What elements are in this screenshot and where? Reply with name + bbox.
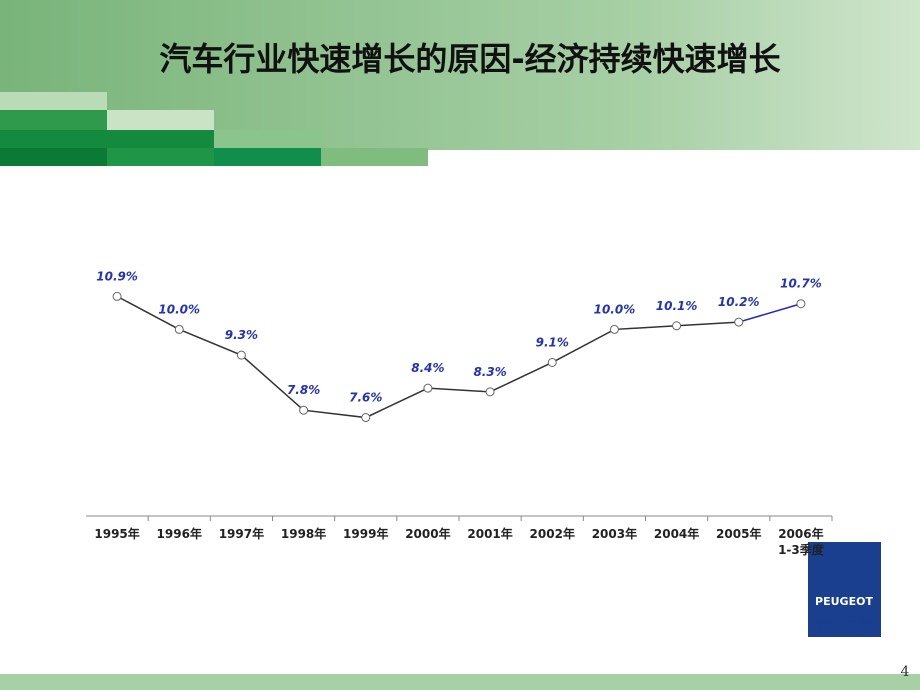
- value-label: 10.0%: [158, 302, 200, 316]
- point: [547, 357, 557, 367]
- page-number: 4: [901, 664, 910, 680]
- line: [738, 303, 802, 323]
- x-tick-label: 2004年: [653, 527, 700, 541]
- block: [0, 110, 107, 130]
- line: [116, 295, 739, 419]
- value-label: 7.8%: [287, 383, 320, 397]
- x-tick-label: 1995年: [94, 527, 140, 541]
- x-tick-label: 2006年 1-3季度: [778, 527, 824, 557]
- value-label: 8.3%: [473, 365, 506, 379]
- x-tick-label: 1997年: [218, 527, 265, 541]
- value-label: 9.3%: [225, 328, 258, 342]
- x-tick-label: 2005年: [716, 527, 762, 541]
- block: [0, 148, 107, 166]
- block: [0, 130, 214, 148]
- value-label: 10.9%: [96, 269, 138, 283]
- x-tick-label: 2003年: [591, 527, 638, 541]
- block: [214, 148, 321, 166]
- point: [112, 291, 122, 301]
- x-tick-label: 2000年: [405, 527, 451, 541]
- block: [107, 110, 214, 130]
- value-label: 7.6%: [349, 391, 382, 405]
- x-tick-label: 1996年: [156, 527, 202, 541]
- block: [214, 130, 320, 148]
- value-label: 10.1%: [656, 299, 698, 313]
- block: [107, 148, 214, 166]
- logo-brand: PEUGEOT: [815, 595, 873, 608]
- x-tick-label: 2002年: [529, 527, 575, 541]
- slide-title: 汽车行业快速增长的原因-经济持续快速增长: [159, 40, 780, 78]
- block: [0, 92, 107, 110]
- point: [236, 350, 246, 360]
- point: [174, 324, 184, 334]
- point: [672, 321, 682, 331]
- value-label: 10.7%: [780, 277, 822, 291]
- x-tick-label: 2001年: [467, 527, 513, 541]
- logo-maker: 东风标致: [816, 619, 873, 636]
- point: [361, 413, 371, 423]
- footer-bar: [0, 674, 920, 690]
- value-label: 8.4%: [411, 361, 444, 375]
- point: [609, 324, 619, 334]
- point: [485, 387, 495, 397]
- point: [734, 317, 744, 327]
- point: [299, 405, 309, 415]
- point: [423, 383, 433, 393]
- value-label: 10.0%: [594, 302, 636, 316]
- value-label: 9.1%: [536, 335, 569, 349]
- x-tick-label: 1999年: [343, 527, 389, 541]
- value-label: 10.2%: [718, 295, 760, 309]
- x-tick-label: 1998年: [280, 527, 327, 541]
- block: [321, 148, 428, 166]
- point: [796, 299, 806, 309]
- logo-box: [808, 542, 881, 637]
